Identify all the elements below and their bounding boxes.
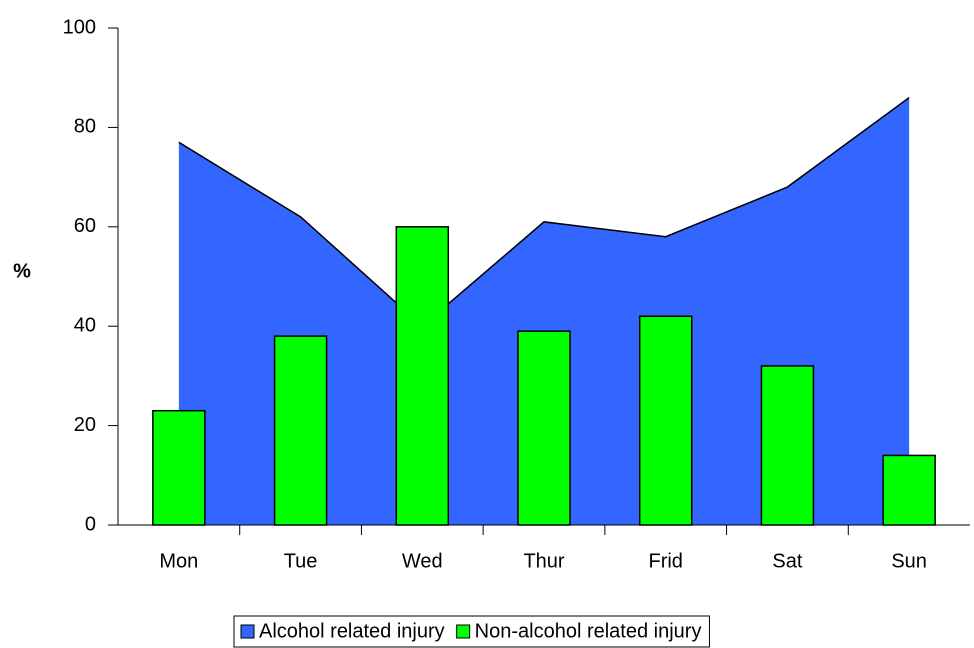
bar: [273, 335, 328, 526]
x-tick-label: Sat: [772, 550, 802, 572]
y-tick-label: 40: [74, 314, 96, 336]
legend-box: [233, 615, 710, 648]
y-tick-label: 60: [74, 215, 96, 237]
y-axis-label: %: [13, 260, 31, 282]
x-tick-label: Frid: [648, 550, 682, 572]
legend-label: Non-alcohol related injury: [475, 620, 702, 642]
legend: Alcohol related injury Non-alcohol relate…: [233, 615, 710, 648]
y-tick-label: 0: [85, 513, 96, 535]
y-tick-label: 100: [63, 16, 96, 38]
bar: [760, 365, 815, 526]
bar: [882, 454, 936, 526]
y-tick-label: 20: [74, 414, 96, 436]
x-tick-label: Thur: [523, 550, 564, 572]
x-tick-label: Mon: [159, 550, 198, 572]
legend-swatch: [240, 624, 255, 639]
bar: [517, 330, 571, 526]
x-tick-label: Wed: [402, 550, 443, 572]
area-outline: [178, 96, 910, 328]
legend-label: Alcohol related injury: [259, 620, 445, 642]
x-tick-label: Sun: [891, 550, 927, 572]
x-tick-label: Tue: [284, 550, 318, 572]
bar: [638, 315, 693, 526]
bar: [152, 409, 206, 526]
bar: [395, 226, 450, 526]
y-tick-label: 80: [74, 116, 96, 138]
legend-swatch: [456, 624, 471, 639]
area: [178, 97, 910, 525]
